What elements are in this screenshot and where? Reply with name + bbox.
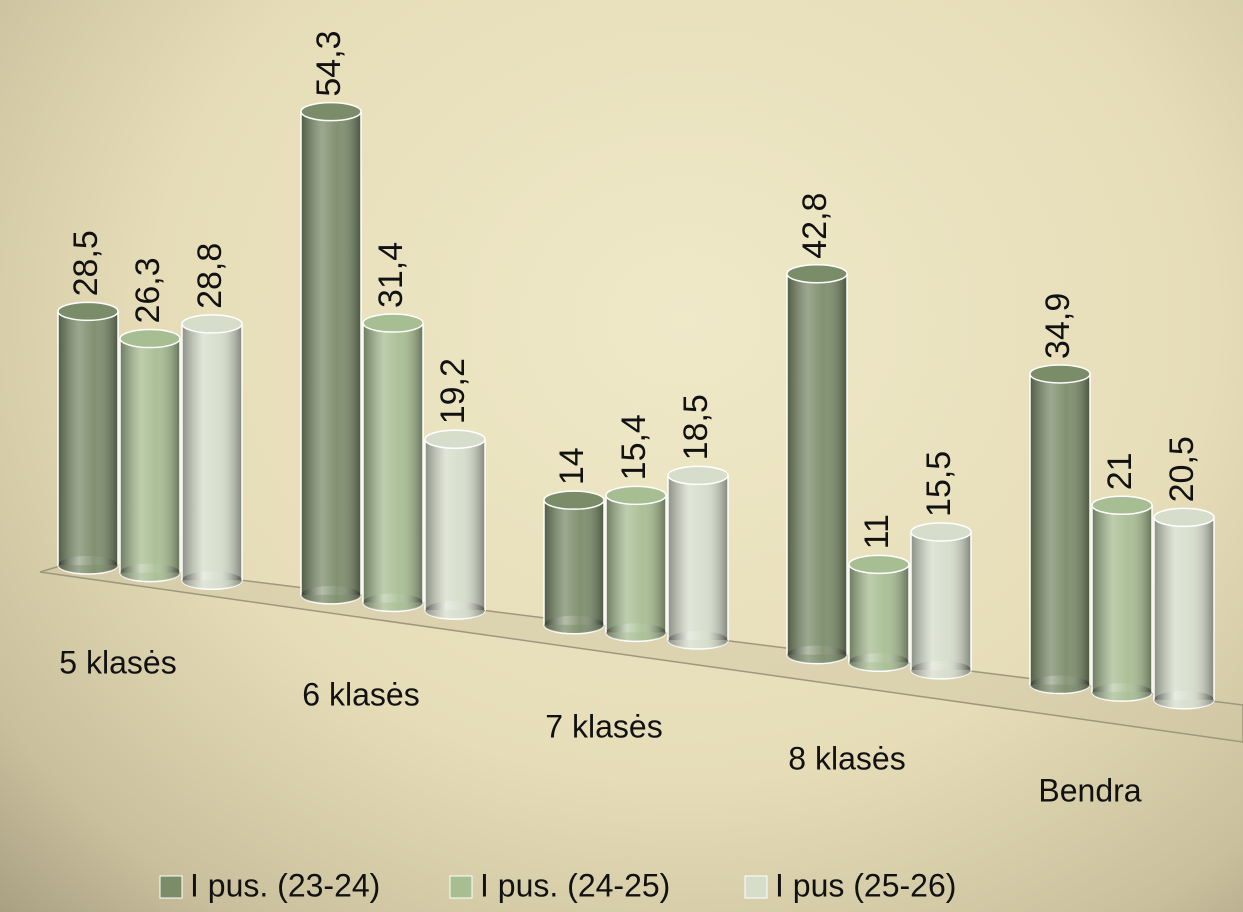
bar-shade	[849, 564, 909, 663]
value-label: 31,4	[372, 242, 410, 308]
bar-shade	[911, 531, 971, 670]
bar-shade	[1030, 373, 1090, 685]
bar-shade	[120, 338, 180, 573]
bar-bottom-shade	[1154, 690, 1214, 709]
cylinder	[910, 522, 972, 680]
cylinder-top	[362, 313, 424, 333]
legend-swatch	[159, 875, 183, 899]
cylinder-top	[119, 328, 181, 349]
x-tick-label: 5 klasės	[59, 644, 176, 680]
cylinder-top	[667, 465, 729, 486]
value-label: 15,5	[920, 451, 958, 517]
bar-shade	[301, 111, 361, 595]
bar-shade	[182, 323, 242, 581]
x-tick-label: 8 klasės	[788, 740, 905, 776]
value-label: 14	[553, 447, 591, 485]
value-label: 15,4	[615, 414, 653, 480]
cylinder-top	[1153, 507, 1215, 528]
cylinder-top	[181, 314, 243, 334]
bar-bottom-shade	[787, 645, 847, 664]
bar-bottom-shade	[182, 571, 242, 590]
value-label: 34,9	[1039, 293, 1077, 359]
cylinder	[362, 313, 424, 613]
value-label: 28,8	[191, 243, 229, 309]
bar-bottom-shade	[606, 623, 666, 642]
bar-bottom-shade	[544, 615, 604, 634]
bar-bottom-shade	[363, 593, 423, 612]
legend-label: I pus. (23-24)	[190, 867, 380, 903]
bar-bottom-shade	[120, 563, 180, 582]
bar-shade	[1154, 517, 1214, 700]
bar-bottom-shade	[58, 556, 118, 574]
legend-label: I pus. (24-25)	[480, 867, 670, 903]
bar-bottom-shade	[849, 653, 909, 672]
cylinder-top	[1091, 495, 1153, 516]
cylinder	[300, 101, 362, 605]
cylinder-top	[1029, 364, 1091, 384]
cylinder	[1029, 364, 1091, 695]
cylinder	[543, 490, 605, 635]
cylinder	[667, 465, 729, 650]
cylinder-top	[300, 101, 362, 122]
cylinder	[1153, 507, 1215, 710]
legend-swatch	[449, 875, 473, 899]
cylinder-top	[848, 554, 910, 575]
value-label: 21	[1101, 452, 1139, 490]
cylinder-top	[57, 301, 119, 322]
bar-shade	[58, 311, 118, 565]
cylinder	[181, 314, 243, 591]
bar-bottom-shade	[1092, 683, 1152, 702]
cylinder-top	[786, 263, 848, 284]
cylinder-top	[424, 429, 486, 450]
value-label: 26,3	[129, 257, 167, 323]
cylinder	[786, 263, 848, 665]
bar-bottom-shade	[668, 631, 728, 650]
legend-label: I pus (25-26)	[775, 867, 956, 903]
value-label: 20,5	[1163, 436, 1201, 502]
value-label: 11	[858, 514, 896, 549]
value-label: 28,5	[67, 230, 105, 296]
legend-swatch	[744, 875, 768, 899]
bar-bottom-shade	[1030, 675, 1090, 694]
value-label: 54,3	[310, 30, 348, 96]
cylinder-top	[910, 522, 972, 542]
cylinder	[119, 328, 181, 583]
x-tick-label: 7 klasės	[545, 708, 662, 744]
cylinder	[1091, 495, 1153, 702]
cylinder-top	[543, 490, 605, 510]
bar-shade	[544, 500, 604, 625]
bar-shade	[606, 495, 666, 633]
cylinder	[424, 429, 486, 620]
bar-bottom-shade	[425, 601, 485, 620]
cylinder	[848, 554, 910, 673]
value-label: 18,5	[677, 394, 715, 460]
bar-shade	[668, 475, 728, 641]
cylinder-top	[605, 485, 667, 506]
bar-shade	[1092, 505, 1152, 693]
bar-shade	[425, 439, 485, 611]
x-tick-label: Bendra	[1038, 772, 1141, 808]
cylinder	[605, 485, 667, 643]
value-label: 19,2	[434, 358, 472, 424]
bar-bottom-shade	[301, 585, 361, 604]
bar-bottom-shade	[911, 660, 971, 679]
bar-shade	[363, 323, 423, 603]
cylinder	[57, 301, 119, 575]
x-tick-label: 6 klasės	[302, 676, 419, 712]
bar-shade	[787, 273, 847, 655]
value-label: 42,8	[796, 193, 834, 259]
